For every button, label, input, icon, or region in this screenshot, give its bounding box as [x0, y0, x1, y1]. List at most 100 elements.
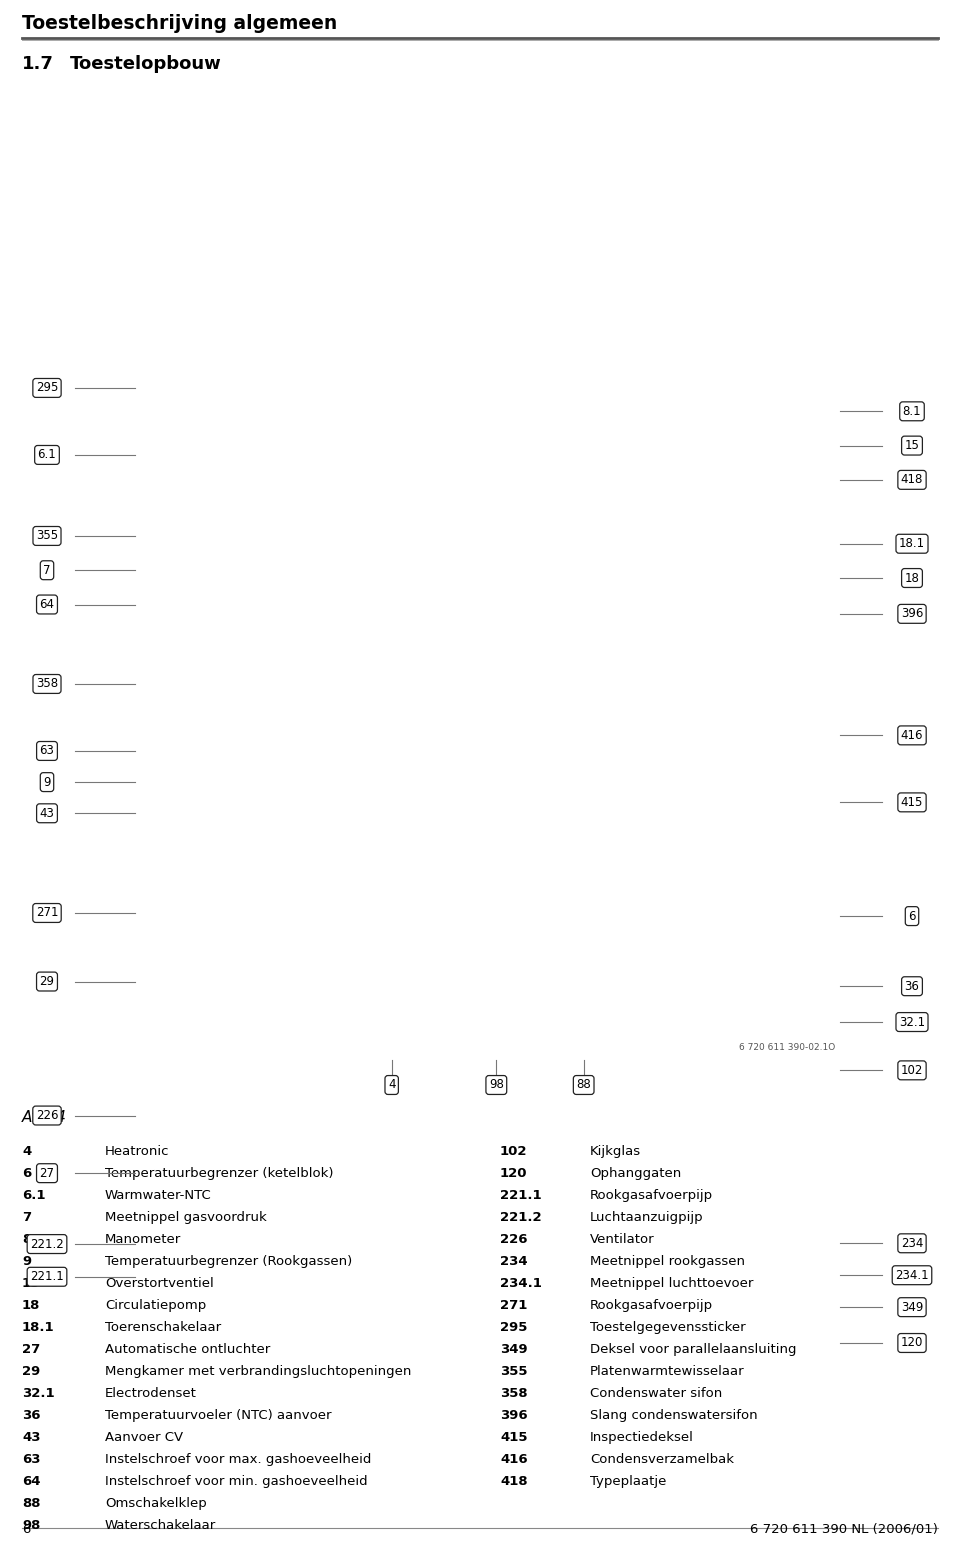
Text: 64: 64: [22, 1475, 40, 1488]
Text: 8.1: 8.1: [902, 405, 922, 418]
Text: 64: 64: [39, 598, 55, 611]
Text: 6 720 611 390 NL (2006/01): 6 720 611 390 NL (2006/01): [750, 1524, 938, 1536]
Text: 295: 295: [500, 1321, 527, 1334]
Text: 234: 234: [900, 1237, 924, 1250]
Text: 43: 43: [39, 807, 55, 820]
Text: 358: 358: [500, 1387, 528, 1401]
Text: Temperatuurbegrenzer (Rookgassen): Temperatuurbegrenzer (Rookgassen): [105, 1256, 352, 1268]
Text: 120: 120: [500, 1167, 527, 1179]
Text: Omschakelklep: Omschakelklep: [105, 1497, 206, 1510]
Text: 226: 226: [500, 1232, 527, 1246]
Text: 355: 355: [36, 530, 58, 542]
Text: 36: 36: [904, 980, 920, 992]
Text: 355: 355: [500, 1365, 527, 1377]
Text: 36: 36: [22, 1408, 40, 1422]
Text: Meetnippel gasvoordruk: Meetnippel gasvoordruk: [105, 1211, 267, 1225]
Text: 358: 358: [36, 678, 58, 690]
Text: Ventilator: Ventilator: [590, 1232, 655, 1246]
Text: 9: 9: [43, 776, 51, 788]
Text: Toestelbeschrijving algemeen: Toestelbeschrijving algemeen: [22, 14, 337, 33]
Text: Instelschroef voor max. gashoeveelheid: Instelschroef voor max. gashoeveelheid: [105, 1454, 372, 1466]
Text: 7: 7: [43, 564, 51, 576]
Text: Warmwater-NTC: Warmwater-NTC: [105, 1189, 212, 1203]
Text: Toerenschakelaar: Toerenschakelaar: [105, 1321, 221, 1334]
Text: Platenwarmtewisselaar: Platenwarmtewisselaar: [590, 1365, 745, 1377]
Text: Manometer: Manometer: [105, 1232, 181, 1246]
Text: Aanvoer CV: Aanvoer CV: [105, 1430, 183, 1444]
Text: 396: 396: [500, 1408, 528, 1422]
Text: Condensverzamelbak: Condensverzamelbak: [590, 1454, 734, 1466]
Text: 6.1: 6.1: [37, 449, 57, 461]
Text: 221.2: 221.2: [500, 1211, 541, 1225]
Text: 88: 88: [576, 1078, 591, 1092]
Text: Toestelgegevenssticker: Toestelgegevenssticker: [590, 1321, 746, 1334]
Text: 88: 88: [22, 1497, 40, 1510]
Text: 1.7: 1.7: [22, 55, 54, 73]
Text: 18: 18: [904, 572, 920, 584]
Text: Inspectiedeksel: Inspectiedeksel: [590, 1430, 694, 1444]
Text: Electrodenset: Electrodenset: [105, 1387, 197, 1401]
Text: 102: 102: [500, 1145, 527, 1158]
Text: 29: 29: [22, 1365, 40, 1377]
Text: 98: 98: [22, 1519, 40, 1532]
Text: 6 720 611 390-02.1O: 6 720 611 390-02.1O: [739, 1042, 835, 1052]
Text: 416: 416: [900, 729, 924, 742]
Text: 396: 396: [900, 608, 924, 620]
Text: Ophanggaten: Ophanggaten: [590, 1167, 682, 1179]
Text: Circulatiepomp: Circulatiepomp: [105, 1299, 206, 1312]
Text: 349: 349: [500, 1343, 528, 1355]
Text: 4: 4: [22, 1145, 32, 1158]
Text: Deksel voor parallelaansluiting: Deksel voor parallelaansluiting: [590, 1343, 797, 1355]
Text: 18.1: 18.1: [22, 1321, 55, 1334]
Text: Toestelopbouw: Toestelopbouw: [70, 55, 222, 73]
Text: 9: 9: [22, 1256, 31, 1268]
Text: Automatische ontluchter: Automatische ontluchter: [105, 1343, 271, 1355]
Text: 271: 271: [500, 1299, 527, 1312]
Text: 234: 234: [500, 1256, 528, 1268]
Text: 221.1: 221.1: [500, 1189, 541, 1203]
Text: 416: 416: [500, 1454, 528, 1466]
Text: Rookgasafvoerpijp: Rookgasafvoerpijp: [590, 1299, 713, 1312]
Text: 221.1: 221.1: [30, 1270, 64, 1284]
Text: 234.1: 234.1: [895, 1268, 929, 1282]
Text: 295: 295: [36, 382, 59, 394]
Text: 32.1: 32.1: [22, 1387, 55, 1401]
Text: 6: 6: [908, 910, 916, 922]
Text: Typeplaatje: Typeplaatje: [590, 1475, 666, 1488]
Text: 415: 415: [500, 1430, 527, 1444]
Text: 4: 4: [388, 1078, 396, 1092]
Text: Slang condenswatersifon: Slang condenswatersifon: [590, 1408, 757, 1422]
Text: 6.1: 6.1: [22, 1189, 45, 1203]
Text: 27: 27: [39, 1167, 55, 1179]
Text: 271: 271: [36, 907, 59, 919]
Text: 6: 6: [22, 1167, 32, 1179]
Text: 102: 102: [900, 1064, 924, 1077]
Text: Waterschakelaar: Waterschakelaar: [105, 1519, 216, 1532]
Text: Instelschroef voor min. gashoeveelheid: Instelschroef voor min. gashoeveelheid: [105, 1475, 368, 1488]
Text: 349: 349: [900, 1301, 924, 1313]
Text: Rookgasafvoerpijp: Rookgasafvoerpijp: [590, 1189, 713, 1203]
Text: Afb. 4: Afb. 4: [22, 1109, 67, 1125]
Text: Meetnippel rookgassen: Meetnippel rookgassen: [590, 1256, 745, 1268]
Text: 29: 29: [39, 975, 55, 988]
Text: 418: 418: [500, 1475, 528, 1488]
Text: Meetnippel luchttoevoer: Meetnippel luchttoevoer: [590, 1278, 754, 1290]
Text: 18: 18: [22, 1299, 40, 1312]
Text: 43: 43: [22, 1430, 40, 1444]
Text: 418: 418: [900, 474, 924, 486]
Text: 120: 120: [900, 1337, 924, 1349]
Text: 415: 415: [900, 796, 924, 809]
Text: Kijkglas: Kijkglas: [590, 1145, 641, 1158]
Text: 7: 7: [22, 1211, 31, 1225]
Text: 221.2: 221.2: [30, 1237, 64, 1251]
Text: 15: 15: [22, 1278, 40, 1290]
Text: 18.1: 18.1: [899, 538, 925, 550]
Text: 63: 63: [22, 1454, 40, 1466]
Text: 15: 15: [904, 439, 920, 452]
Text: 32.1: 32.1: [899, 1016, 925, 1028]
Text: 6: 6: [22, 1524, 31, 1536]
Text: 226: 226: [36, 1109, 59, 1122]
Text: Luchtaanzuigpijp: Luchtaanzuigpijp: [590, 1211, 704, 1225]
Text: 98: 98: [489, 1078, 504, 1092]
Text: Mengkamer met verbrandingsluchtopeningen: Mengkamer met verbrandingsluchtopeningen: [105, 1365, 412, 1377]
